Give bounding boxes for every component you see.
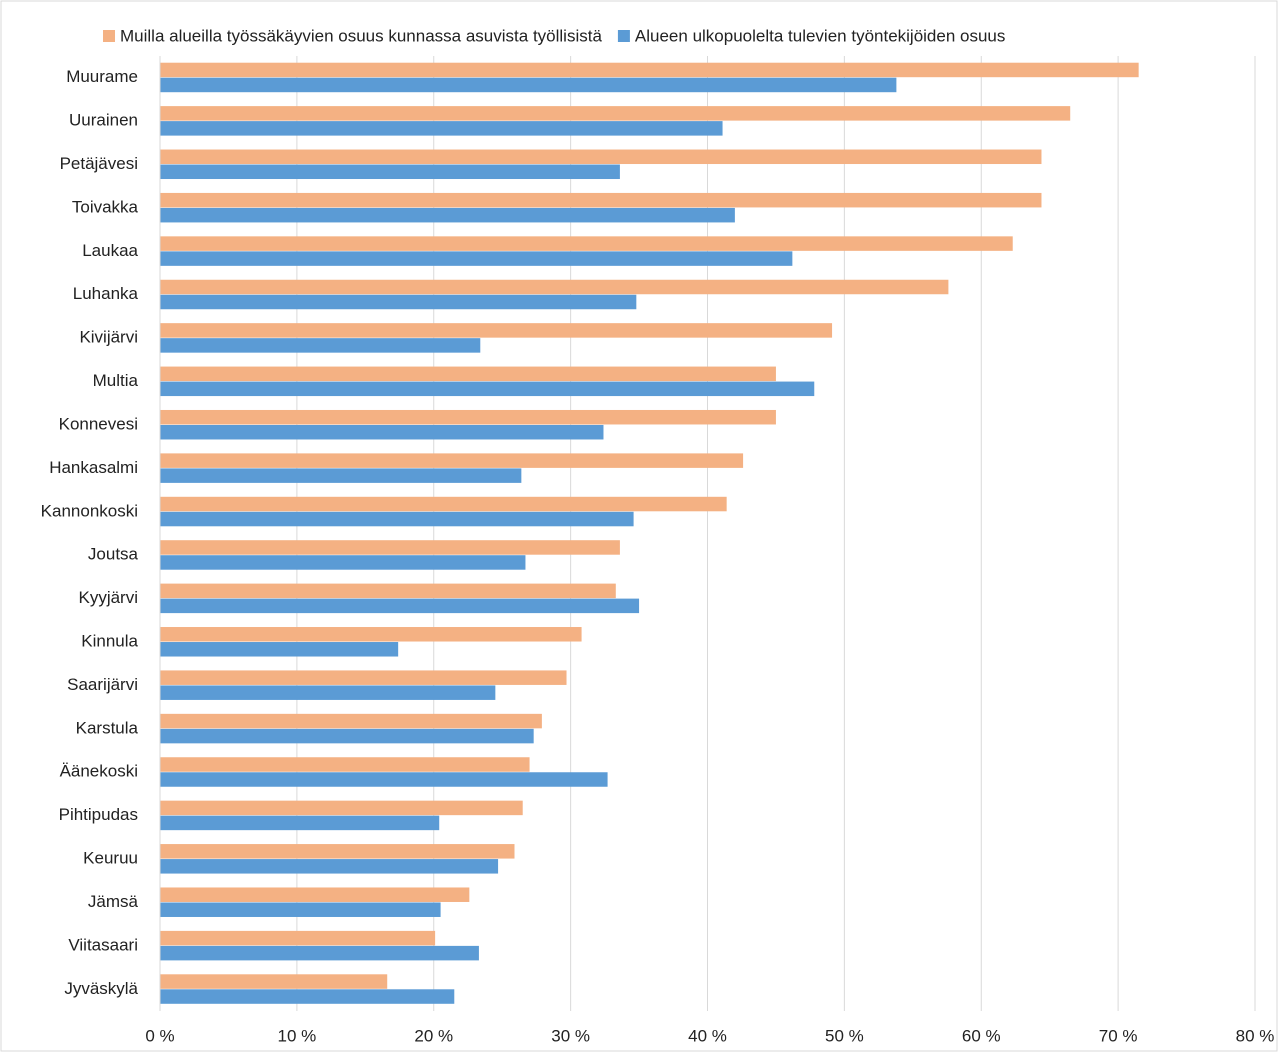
y-tick-label: Pihtipudas [59,805,138,824]
bar [160,540,620,555]
y-tick-label: Multia [93,371,139,390]
bar [160,164,620,180]
y-tick-label: Viitasaari [68,935,138,954]
legend-label: Alueen ulkopuolelta tulevien työntekijöi… [635,26,1005,45]
x-tick-label: 40 % [688,1026,727,1045]
bar [160,859,499,874]
y-tick-label: Laukaa [82,241,138,260]
x-tick-label: 60 % [962,1026,1001,1045]
bar [160,77,897,93]
y-tick-label: Kannonkoski [41,501,138,520]
bar [160,902,441,917]
bar [160,757,530,772]
bar [160,409,776,425]
bar [160,728,534,744]
y-tick-label: Uurainen [69,111,138,130]
bar [160,583,616,599]
bar [160,844,515,859]
bar [160,106,1071,121]
y-tick-label: Keuruu [83,849,138,868]
x-tick-label: 70 % [1099,1026,1138,1045]
y-tick-label: Saarijärvi [67,675,138,694]
y-tick-label: Petäjävesi [60,154,138,173]
bar [160,453,744,468]
bar [160,496,727,512]
bar [160,279,949,295]
bar [160,598,640,614]
y-tick-label: Toivakka [72,197,139,216]
y-tick-label: Äänekoski [60,762,138,781]
bar [160,424,604,440]
bar [160,294,637,310]
x-tick-label: 80 % [1236,1026,1275,1045]
y-tick-label: Kinnula [81,632,138,651]
bar [160,468,522,483]
y-tick-label: Jämsä [88,892,139,911]
y-tick-label: Luhanka [73,284,139,303]
y-tick-label: Muurame [66,67,138,86]
y-tick-label: Kyyjärvi [78,588,138,607]
bar [160,251,793,266]
bar [160,366,776,382]
x-tick-label: 30 % [551,1026,590,1045]
y-tick-label: Kivijärvi [79,328,138,347]
bar [160,236,1013,251]
y-tick-label: Karstula [76,718,139,737]
bar [160,555,526,570]
bar [160,192,1042,208]
y-tick-label: Hankasalmi [49,458,138,477]
bar [160,989,455,1004]
bar [160,511,634,527]
bar [160,930,436,946]
y-tick-label: Konnevesi [59,414,138,433]
bar [160,627,582,642]
y-tick-label: Joutsa [88,545,139,564]
bar [160,670,567,685]
bar [160,685,496,700]
bar [160,815,440,831]
bar [160,207,735,223]
x-tick-label: 50 % [825,1026,864,1045]
y-tick-label: Jyväskylä [64,979,138,998]
bar [160,149,1042,165]
bar [160,713,542,729]
x-tick-label: 10 % [278,1026,317,1045]
x-tick-label: 0 % [145,1026,174,1045]
bar [160,642,399,657]
bar [160,974,388,989]
bar [160,381,815,397]
bar [160,945,479,961]
bar [160,323,833,338]
bar [160,772,608,787]
legend-swatch [103,30,115,42]
bar [160,338,481,353]
legend-label: Muilla alueilla työssäkäyvien osuus kunn… [120,26,602,45]
legend-swatch [617,30,630,42]
bar [160,800,523,816]
bar [160,887,470,902]
bar [160,121,723,136]
x-tick-label: 20 % [414,1026,453,1045]
bar [160,62,1139,78]
